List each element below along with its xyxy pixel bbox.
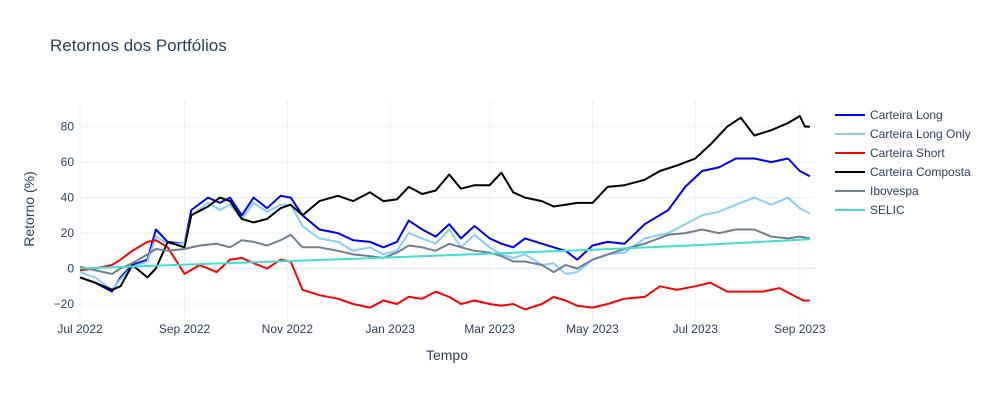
x-tick-label: Jul 2023 (673, 322, 719, 336)
legend-item-ibovespa[interactable]: Ibovespa (835, 184, 919, 198)
series-line-ibovespa (79, 228, 811, 275)
x-tick-label: Jul 2022 (57, 322, 103, 336)
y-tick-label: 40 (61, 191, 75, 205)
plot-area (79, 115, 811, 311)
y-tick-label: −20 (54, 297, 75, 311)
x-tick-label: Sep 2022 (159, 322, 211, 336)
legend-item-selic[interactable]: SELIC (835, 203, 905, 217)
legend-label: Carteira Short (870, 146, 945, 160)
x-axis-label: Tempo (426, 347, 468, 363)
legend-item-carteira-short[interactable]: Carteira Short (835, 146, 945, 160)
legend-item-carteira-long[interactable]: Carteira Long (835, 108, 943, 122)
y-tick-label: 80 (61, 120, 75, 134)
y-axis-label: Retorno (%) (21, 171, 37, 246)
series-line-carteira-composta (79, 115, 810, 291)
y-tick-label: 60 (61, 155, 75, 169)
grid (79, 100, 815, 320)
legend-label: SELIC (870, 203, 905, 217)
legend-item-carteira-composta[interactable]: Carteira Composta (835, 165, 971, 179)
legend-label: Carteira Long (870, 108, 943, 122)
legend-item-carteira-long-only[interactable]: Carteira Long Only (835, 127, 971, 141)
y-tick-label: 0 (67, 262, 74, 276)
x-tick-label: Nov 2022 (262, 322, 314, 336)
series-line-carteira-long-only (79, 196, 811, 291)
x-tick-label: Jan 2023 (365, 322, 415, 336)
y-tick-label: 20 (61, 226, 75, 240)
legend: Carteira Long Carteira Long Only Carteira … (835, 108, 971, 217)
series-line-carteira-short (79, 239, 810, 311)
x-tick-label: May 2023 (566, 322, 619, 336)
legend-label: Carteira Composta (870, 165, 971, 179)
x-tick-label: Mar 2023 (464, 322, 515, 336)
x-axis: Jul 2022 Sep 2022 Nov 2022 Jan 2023 Mar 2023… (57, 322, 826, 336)
series-line-selic (79, 238, 810, 270)
legend-label: Carteira Long Only (870, 127, 971, 141)
y-axis: −20 0 20 40 60 80 (54, 120, 75, 311)
legend-label: Ibovespa (870, 184, 919, 198)
x-tick-label: Sep 2023 (774, 322, 826, 336)
chart-title: Retornos dos Portfólios (50, 36, 227, 55)
